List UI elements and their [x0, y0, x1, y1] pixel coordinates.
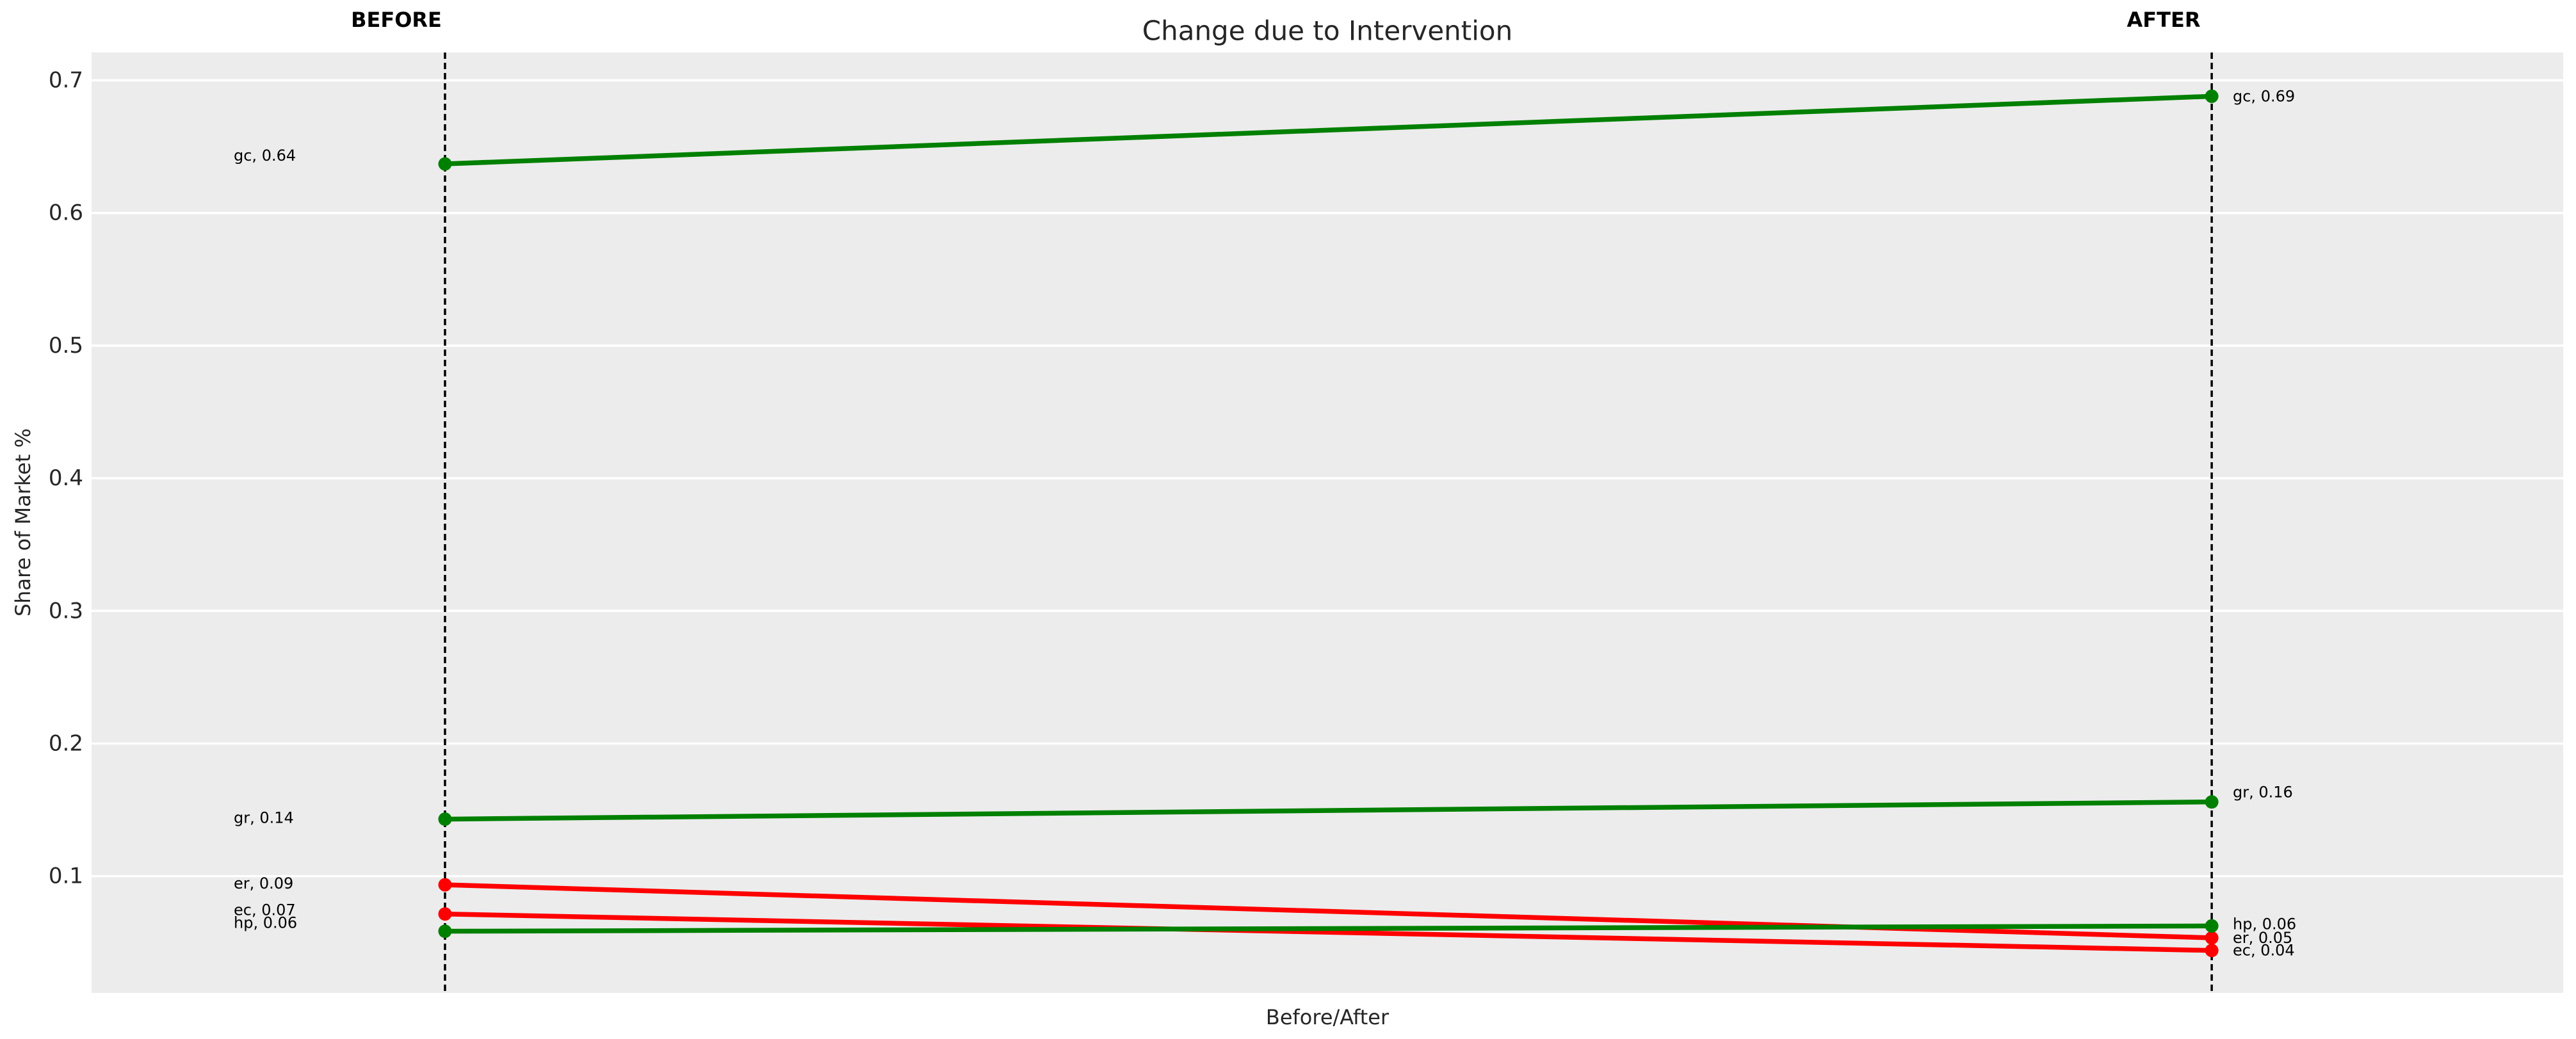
gc-before-dot — [438, 157, 452, 171]
gr-after-label: gr, 0.16 — [2233, 784, 2293, 801]
hp-before-dot — [438, 924, 452, 938]
ec-after-dot — [2205, 944, 2219, 958]
hp-after-label: hp, 0.06 — [2233, 915, 2296, 933]
y-tick-label: 0.3 — [49, 598, 83, 624]
y-tick-label: 0.2 — [49, 730, 83, 756]
y-tick-label: 0.5 — [49, 333, 83, 358]
plot-area — [92, 52, 2563, 993]
column-header-after: AFTER — [2126, 8, 2201, 32]
ec-before-dot — [438, 907, 452, 921]
gr-after-dot — [2205, 795, 2219, 809]
er-before-dot — [438, 878, 452, 892]
ec-after-label: ec, 0.04 — [2233, 942, 2295, 960]
column-header-before: BEFORE — [351, 8, 442, 32]
ec-before-label: ec, 0.07 — [234, 901, 296, 919]
y-tick-label: 0.7 — [49, 68, 83, 93]
gr-before-label: gr, 0.14 — [234, 809, 294, 827]
y-tick-label: 0.6 — [49, 200, 83, 226]
gc-after-label: gc, 0.69 — [2233, 87, 2295, 105]
er-before-label: er, 0.09 — [234, 874, 293, 892]
y-tick-label: 0.4 — [49, 465, 83, 491]
y-tick-label: 0.1 — [49, 864, 83, 889]
x-axis-label: Before/After — [1265, 1005, 1389, 1029]
gc-before-label: gc, 0.64 — [234, 147, 296, 165]
gr-line — [444, 799, 2212, 822]
y-axis-label: Share of Market % — [11, 428, 35, 617]
hp-after-dot — [2205, 919, 2219, 933]
chart-title: Change due to Intervention — [1142, 15, 1513, 47]
er-after-dot — [2205, 931, 2219, 945]
hp-before-label: hp, 0.06 — [234, 914, 297, 932]
gr-before-dot — [438, 812, 452, 826]
gc-line — [444, 93, 2212, 166]
hp-line — [444, 923, 2212, 934]
er-after-label: er, 0.05 — [2233, 929, 2292, 947]
ec-line — [444, 911, 2212, 953]
gc-after-dot — [2205, 89, 2219, 103]
